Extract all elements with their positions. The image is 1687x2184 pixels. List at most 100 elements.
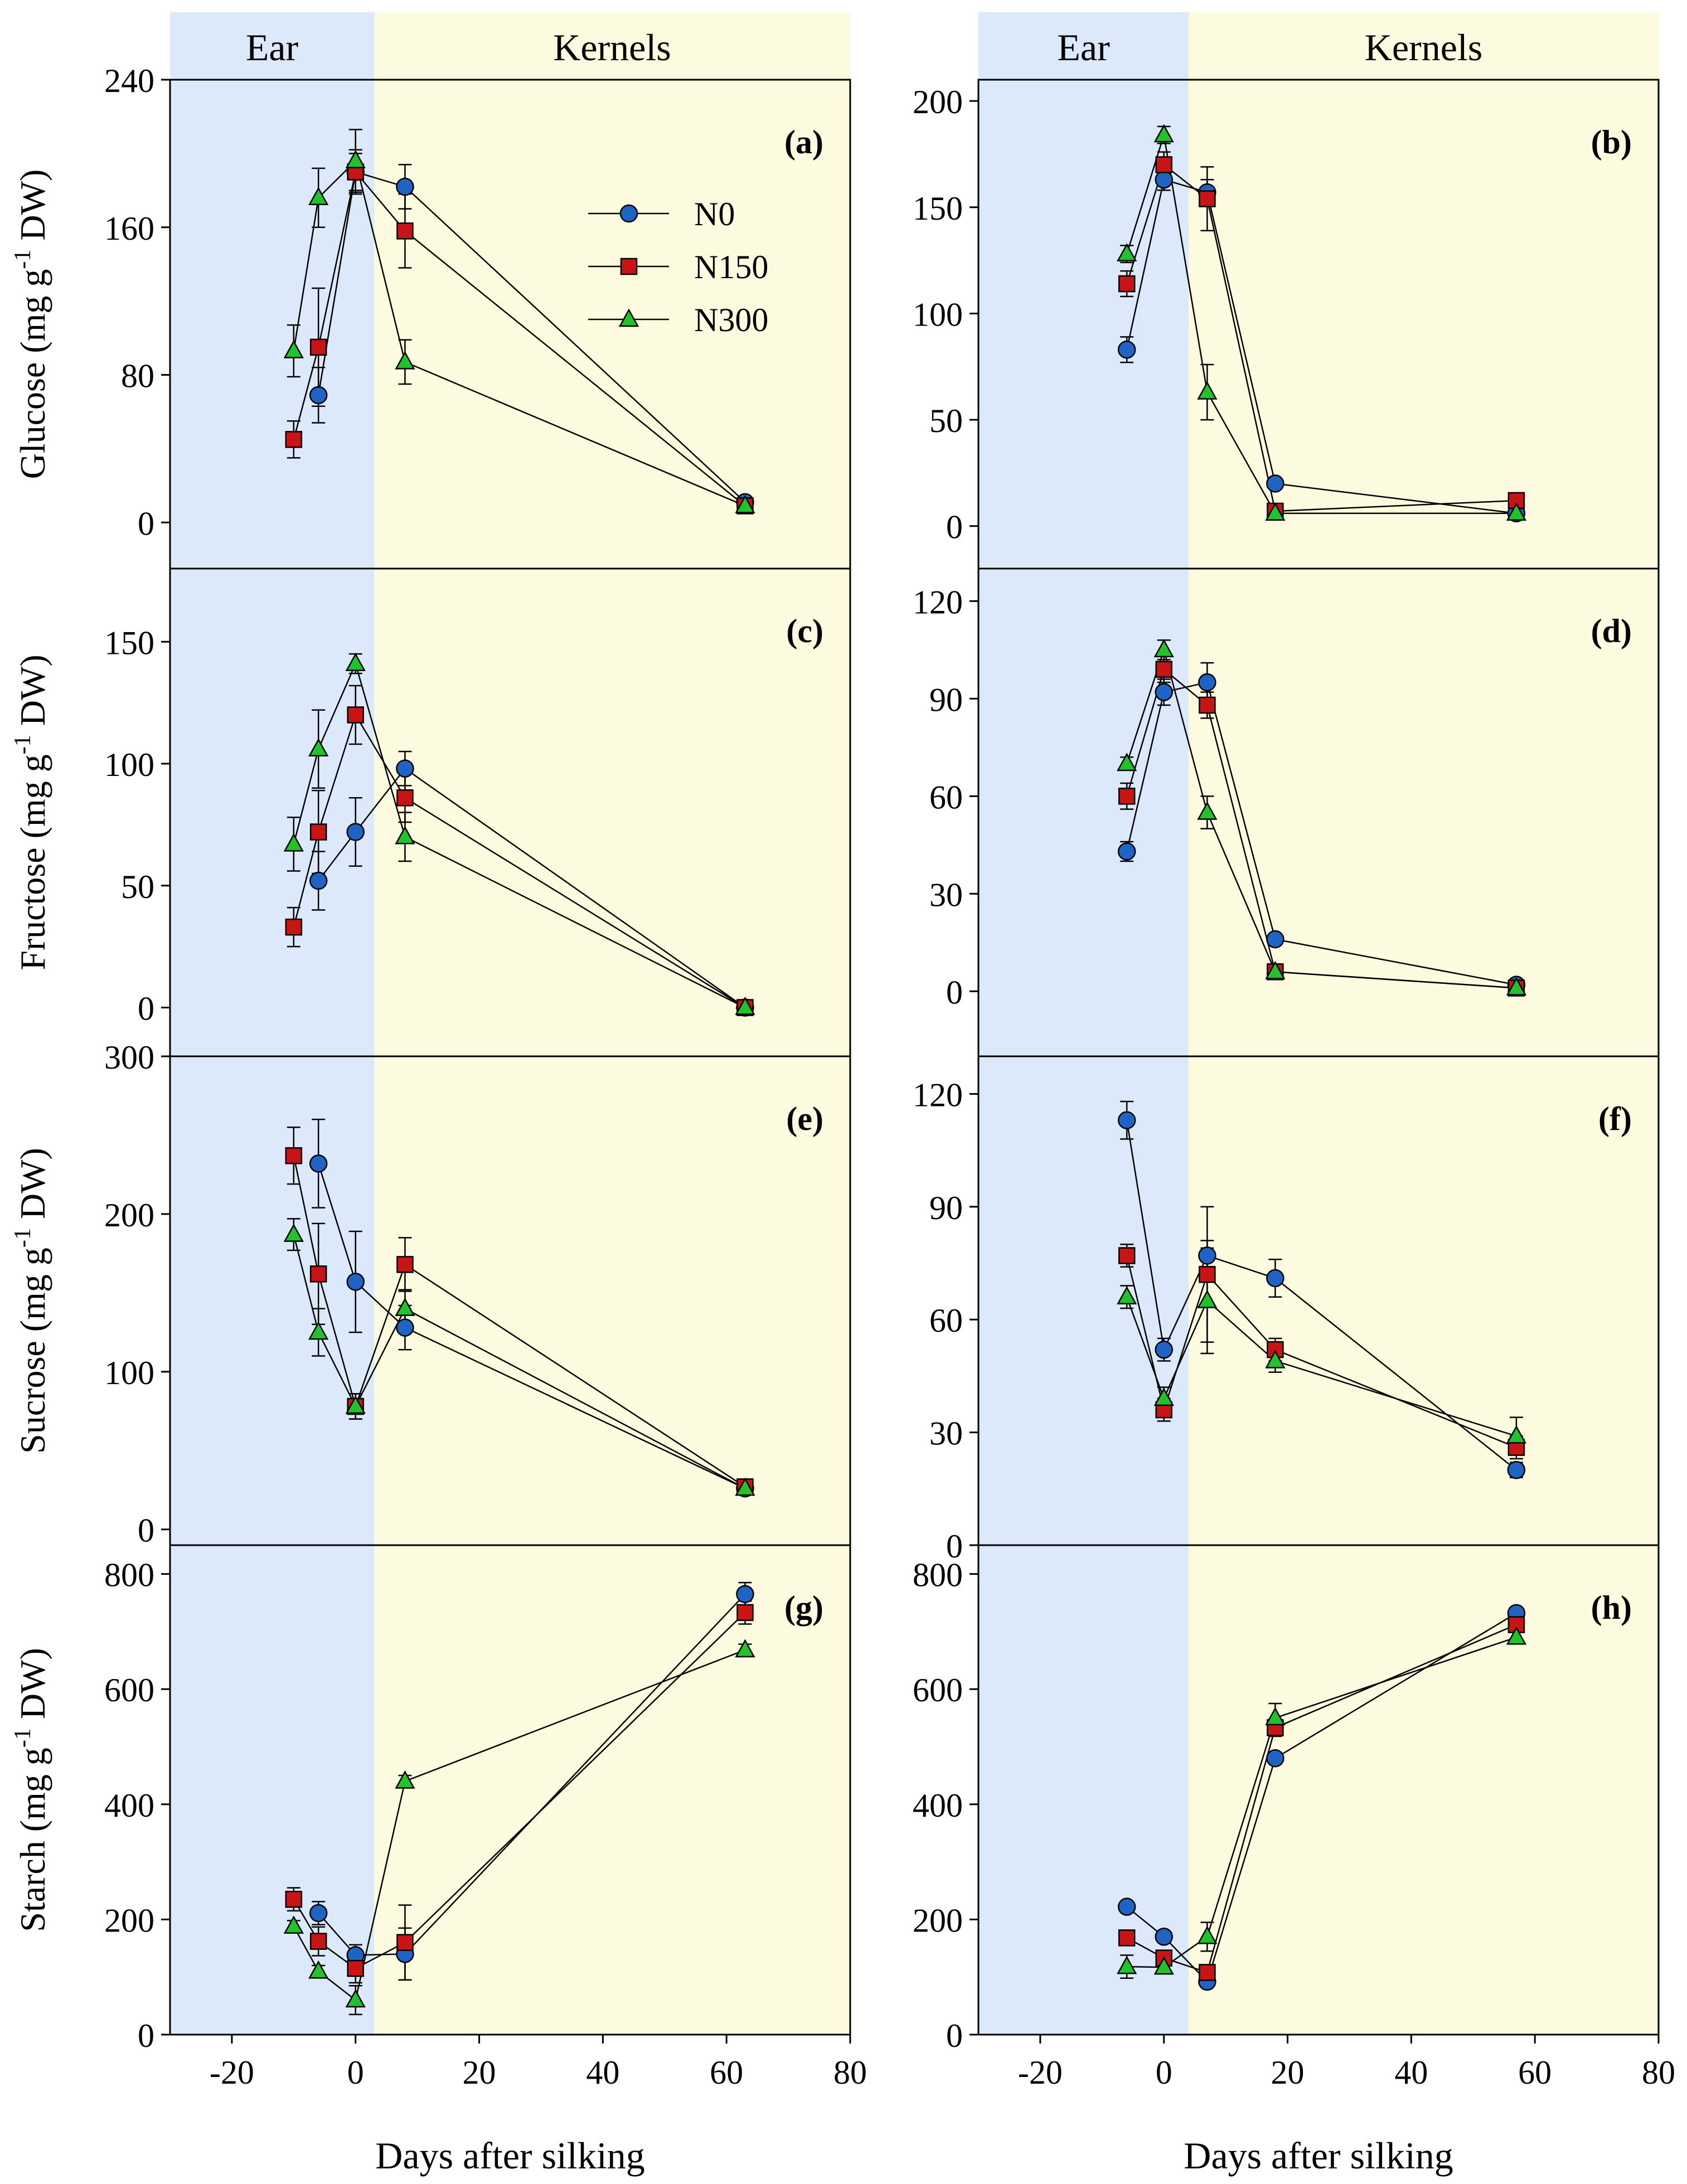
x-tick-label: -20 bbox=[210, 2054, 254, 2091]
panel-label: (c) bbox=[786, 613, 823, 649]
data-point-N300 bbox=[345, 150, 366, 168]
legend-marker-N300 bbox=[618, 308, 639, 327]
data-point-N300 bbox=[345, 1989, 366, 2008]
header-kernels-region bbox=[374, 12, 850, 80]
data-point-N150 bbox=[285, 1891, 303, 1908]
legend-label: N300 bbox=[694, 302, 768, 338]
data-point-N300 bbox=[1117, 753, 1137, 771]
y-tick-label: 0 bbox=[138, 2017, 154, 2054]
data-point-N300 bbox=[308, 187, 329, 206]
y-tick-label: 150 bbox=[913, 190, 963, 227]
y-tick-label: 300 bbox=[104, 1039, 154, 1076]
data-point-N0 bbox=[396, 177, 414, 196]
legend-label: N150 bbox=[694, 249, 768, 285]
panel-label: (b) bbox=[1591, 124, 1632, 161]
y-tick-label: 400 bbox=[913, 1787, 963, 1824]
data-point-N150 bbox=[1118, 1929, 1136, 1947]
data-point-N0 bbox=[1266, 930, 1284, 949]
y-tick-label: 200 bbox=[104, 1902, 154, 1939]
header-right: Ear Kernels bbox=[978, 12, 1659, 80]
data-point-N150 bbox=[1155, 661, 1172, 678]
y-tick-label: 0 bbox=[946, 2017, 963, 2054]
y-tick-label: 400 bbox=[104, 1787, 154, 1824]
ear-region bbox=[170, 1545, 374, 2035]
panel-f: 0 30 60 90 120 (f) bbox=[913, 1055, 1660, 1565]
y-tick-label: 160 bbox=[104, 210, 154, 247]
y-tick-label: 80 bbox=[121, 358, 154, 395]
y-axis-label: Fructose (mg g-1 DW) bbox=[10, 654, 52, 970]
panel-d: 0 30 60 90 120 (d) bbox=[913, 567, 1660, 1057]
data-point-N300 bbox=[283, 833, 304, 852]
y-tick-label: 800 bbox=[913, 1557, 963, 1594]
panel-label: (g) bbox=[784, 1589, 823, 1626]
y-tick-label: 100 bbox=[104, 1355, 154, 1391]
header-ear-region bbox=[978, 12, 1189, 80]
series-line-N0 bbox=[317, 1163, 745, 1489]
header-ear-label: Ear bbox=[1057, 26, 1110, 69]
y-tick-label: 30 bbox=[929, 1415, 963, 1452]
x-tick-label: 60 bbox=[1518, 2054, 1552, 2091]
data-point-N0 bbox=[309, 1154, 328, 1173]
series-line-N0 bbox=[317, 171, 746, 503]
data-point-N300 bbox=[395, 826, 415, 845]
y-tick-label: 800 bbox=[104, 1557, 154, 1594]
x-tick-label: 40 bbox=[1394, 2054, 1428, 2091]
panel-label: (a) bbox=[784, 124, 823, 161]
y-tick-label: 240 bbox=[104, 62, 154, 99]
x-tick-label: 0 bbox=[1156, 2054, 1172, 2091]
data-point-N300 bbox=[1197, 1289, 1218, 1308]
data-point-N300 bbox=[395, 351, 415, 370]
data-point-N150 bbox=[736, 1604, 754, 1622]
data-point-N150 bbox=[1118, 788, 1136, 805]
x-tick-label: -20 bbox=[1018, 2054, 1063, 2091]
y-tick-label: 50 bbox=[121, 868, 154, 905]
data-point-N150 bbox=[1155, 156, 1172, 173]
data-point-N150 bbox=[309, 1265, 327, 1283]
data-point-N300 bbox=[1197, 801, 1218, 820]
data-point-N300 bbox=[735, 1477, 755, 1496]
y-tick-label: 90 bbox=[929, 1190, 963, 1226]
kernels-region bbox=[1189, 1545, 1659, 2035]
ear-region bbox=[978, 569, 1189, 1056]
panel-a: 0 80 160 240 (a) Glucose (mg g-1 DW) N0 N150 N30… bbox=[10, 62, 851, 570]
y-tick-label: 0 bbox=[946, 509, 963, 546]
kernels-region bbox=[1189, 1056, 1659, 1545]
series-line-N0 bbox=[318, 1593, 746, 1956]
y-tick-label: 60 bbox=[929, 1302, 963, 1339]
data-point-N300 bbox=[1153, 1387, 1174, 1406]
panel-b: 0 50 100 150 200 (b) bbox=[913, 79, 1660, 570]
data-point-N0 bbox=[1155, 170, 1173, 189]
data-point-N0 bbox=[1507, 1460, 1526, 1479]
x-tick-label: 40 bbox=[586, 2054, 619, 2091]
data-point-N0 bbox=[1155, 1340, 1173, 1359]
data-point-N0 bbox=[1117, 341, 1136, 359]
header-ear-label: Ear bbox=[246, 26, 299, 69]
data-point-N300 bbox=[283, 339, 304, 358]
data-point-N0 bbox=[1117, 1897, 1136, 1916]
data-point-N300 bbox=[1506, 1425, 1527, 1444]
data-point-N0 bbox=[1155, 1928, 1173, 1946]
panel-label: (d) bbox=[1591, 613, 1632, 649]
data-point-N150 bbox=[285, 431, 303, 448]
data-point-N150 bbox=[1199, 1266, 1216, 1283]
panel-c: 0 50 100 150 (c) Fructose (mg g-1 DW) bbox=[10, 567, 851, 1057]
y-tick-label: 150 bbox=[104, 624, 154, 661]
x-tick-label: 80 bbox=[1642, 2054, 1675, 2091]
data-point-N300 bbox=[1117, 1955, 1137, 1974]
data-point-N150 bbox=[396, 222, 414, 240]
header-kernels-label: Kernels bbox=[553, 26, 671, 69]
data-point-N0 bbox=[1117, 842, 1136, 861]
data-point-N0 bbox=[396, 759, 414, 778]
header-ear-region bbox=[170, 12, 374, 80]
data-point-N0 bbox=[1198, 673, 1216, 692]
y-tick-label: 0 bbox=[946, 1528, 963, 1565]
x-axis-label-left: Days after silking bbox=[375, 2134, 644, 2177]
y-tick-label: 50 bbox=[929, 402, 963, 439]
data-point-N150 bbox=[285, 918, 303, 936]
data-point-N150 bbox=[347, 1959, 364, 1977]
plot-frame bbox=[977, 1544, 1660, 2036]
data-point-N300 bbox=[1506, 1626, 1527, 1645]
header-kernels-region bbox=[1189, 12, 1659, 80]
legend-marker-N0 bbox=[619, 204, 638, 223]
